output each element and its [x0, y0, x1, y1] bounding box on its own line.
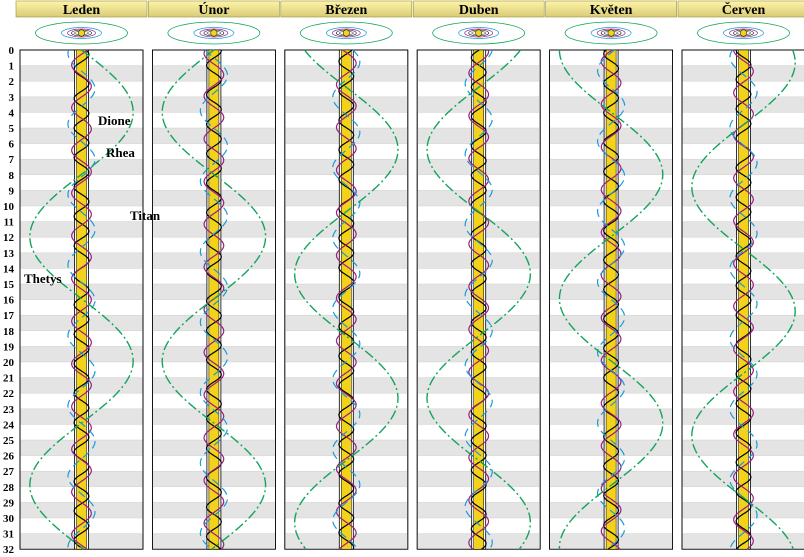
day-label: 17: [3, 310, 15, 322]
label-dione: Dione: [98, 113, 131, 128]
month-panel: Květen: [545, 0, 677, 550]
month-panel: Leden: [15, 0, 148, 550]
orbit-curve-thetys: [603, 49, 620, 550]
orbit-icon: [697, 21, 790, 45]
label-titan: Titan: [130, 208, 161, 223]
day-label: 22: [3, 388, 15, 400]
orbit-curve-titan: [29, 49, 134, 550]
orbit-curve-titan: [558, 49, 664, 550]
day-label: 24: [3, 419, 15, 431]
month-title: Březen: [325, 3, 367, 18]
orbit-icon: [564, 21, 658, 45]
day-label: 27: [3, 466, 15, 478]
orbit-curve-rhea: [464, 49, 493, 550]
month-title-box: Únor: [148, 0, 280, 18]
month-title-box: Březen: [280, 0, 413, 18]
label-rhea: Rhea: [106, 145, 135, 160]
day-label: 9: [9, 185, 15, 197]
day-label: 30: [3, 513, 15, 525]
month-panel: Duben: [412, 0, 545, 550]
day-label: 5: [9, 123, 15, 135]
month-title-box: Květen: [545, 0, 677, 18]
month-panel: Červen: [677, 0, 804, 550]
day-label: 20: [3, 357, 15, 369]
orbit-icon: [167, 21, 261, 45]
day-label: 6: [9, 139, 15, 151]
day-label: 11: [4, 217, 14, 229]
day-label: 23: [3, 404, 15, 416]
orbit-curve-dione: [71, 49, 92, 550]
orbit-curve-thetys: [338, 49, 355, 550]
month-title: Květen: [590, 3, 633, 18]
orbit-curve-dione: [335, 49, 357, 550]
day-label: 3: [9, 92, 15, 104]
day-label: 0: [9, 45, 15, 57]
orbit-icon: [35, 21, 128, 45]
day-label: 28: [3, 482, 15, 494]
orbit-icon: [432, 21, 526, 45]
day-label: 21: [3, 373, 14, 385]
day-label: 18: [3, 326, 15, 338]
orbit-curve-rhea: [199, 49, 229, 550]
month-title: Duben: [459, 3, 499, 18]
orbit-curve-dione: [733, 49, 754, 550]
month-title: Červen: [722, 1, 766, 18]
orbit-curve-rhea: [332, 49, 361, 550]
day-label: 1: [9, 61, 15, 73]
orbit-curve-dione: [468, 49, 490, 550]
day-label: 16: [3, 295, 15, 307]
day-label: 31: [3, 529, 14, 541]
month-panels: Leden Únor Březen Duben Květen Červen: [15, 0, 804, 550]
day-label: 12: [3, 232, 15, 244]
month-title-box: Leden: [15, 0, 148, 18]
month-panel: Březen: [280, 0, 413, 550]
month-title-box: Červen: [677, 0, 804, 18]
orbit-curve-thetys: [470, 49, 487, 550]
day-label: 7: [9, 154, 15, 166]
month-panel: Únor: [148, 0, 280, 550]
day-label: 25: [3, 435, 15, 447]
day-label: 2: [9, 76, 15, 88]
orbit-curve-dione: [203, 49, 225, 550]
orbit-curve-titan: [293, 49, 399, 550]
month-title: Leden: [63, 3, 101, 18]
orbit-curve-rhea: [596, 49, 626, 550]
day-label: 26: [3, 451, 15, 463]
orbit-curve-titan: [161, 49, 267, 550]
day-label: 8: [9, 170, 15, 182]
day-label: 10: [3, 201, 15, 213]
day-label: 4: [9, 107, 15, 119]
orbit-curve-titan: [426, 49, 532, 550]
orbit-curve-titan: [691, 49, 796, 550]
day-label: 19: [3, 341, 15, 353]
day-label: 14: [3, 263, 15, 275]
day-axis: 0123456789101112131415161718192021222324…: [3, 45, 15, 556]
day-label: 15: [3, 279, 15, 291]
month-title-box: Duben: [412, 0, 545, 18]
day-label: 29: [3, 497, 15, 509]
orbit-curve-rhea: [67, 49, 96, 550]
moon-labels: Dione Rhea Titan Thetys: [24, 113, 161, 286]
day-label: 32: [3, 544, 15, 556]
day-label: 13: [3, 248, 15, 260]
orbit-icon: [299, 21, 393, 45]
label-thetys: Thetys: [24, 271, 62, 286]
month-title: Únor: [198, 1, 229, 18]
